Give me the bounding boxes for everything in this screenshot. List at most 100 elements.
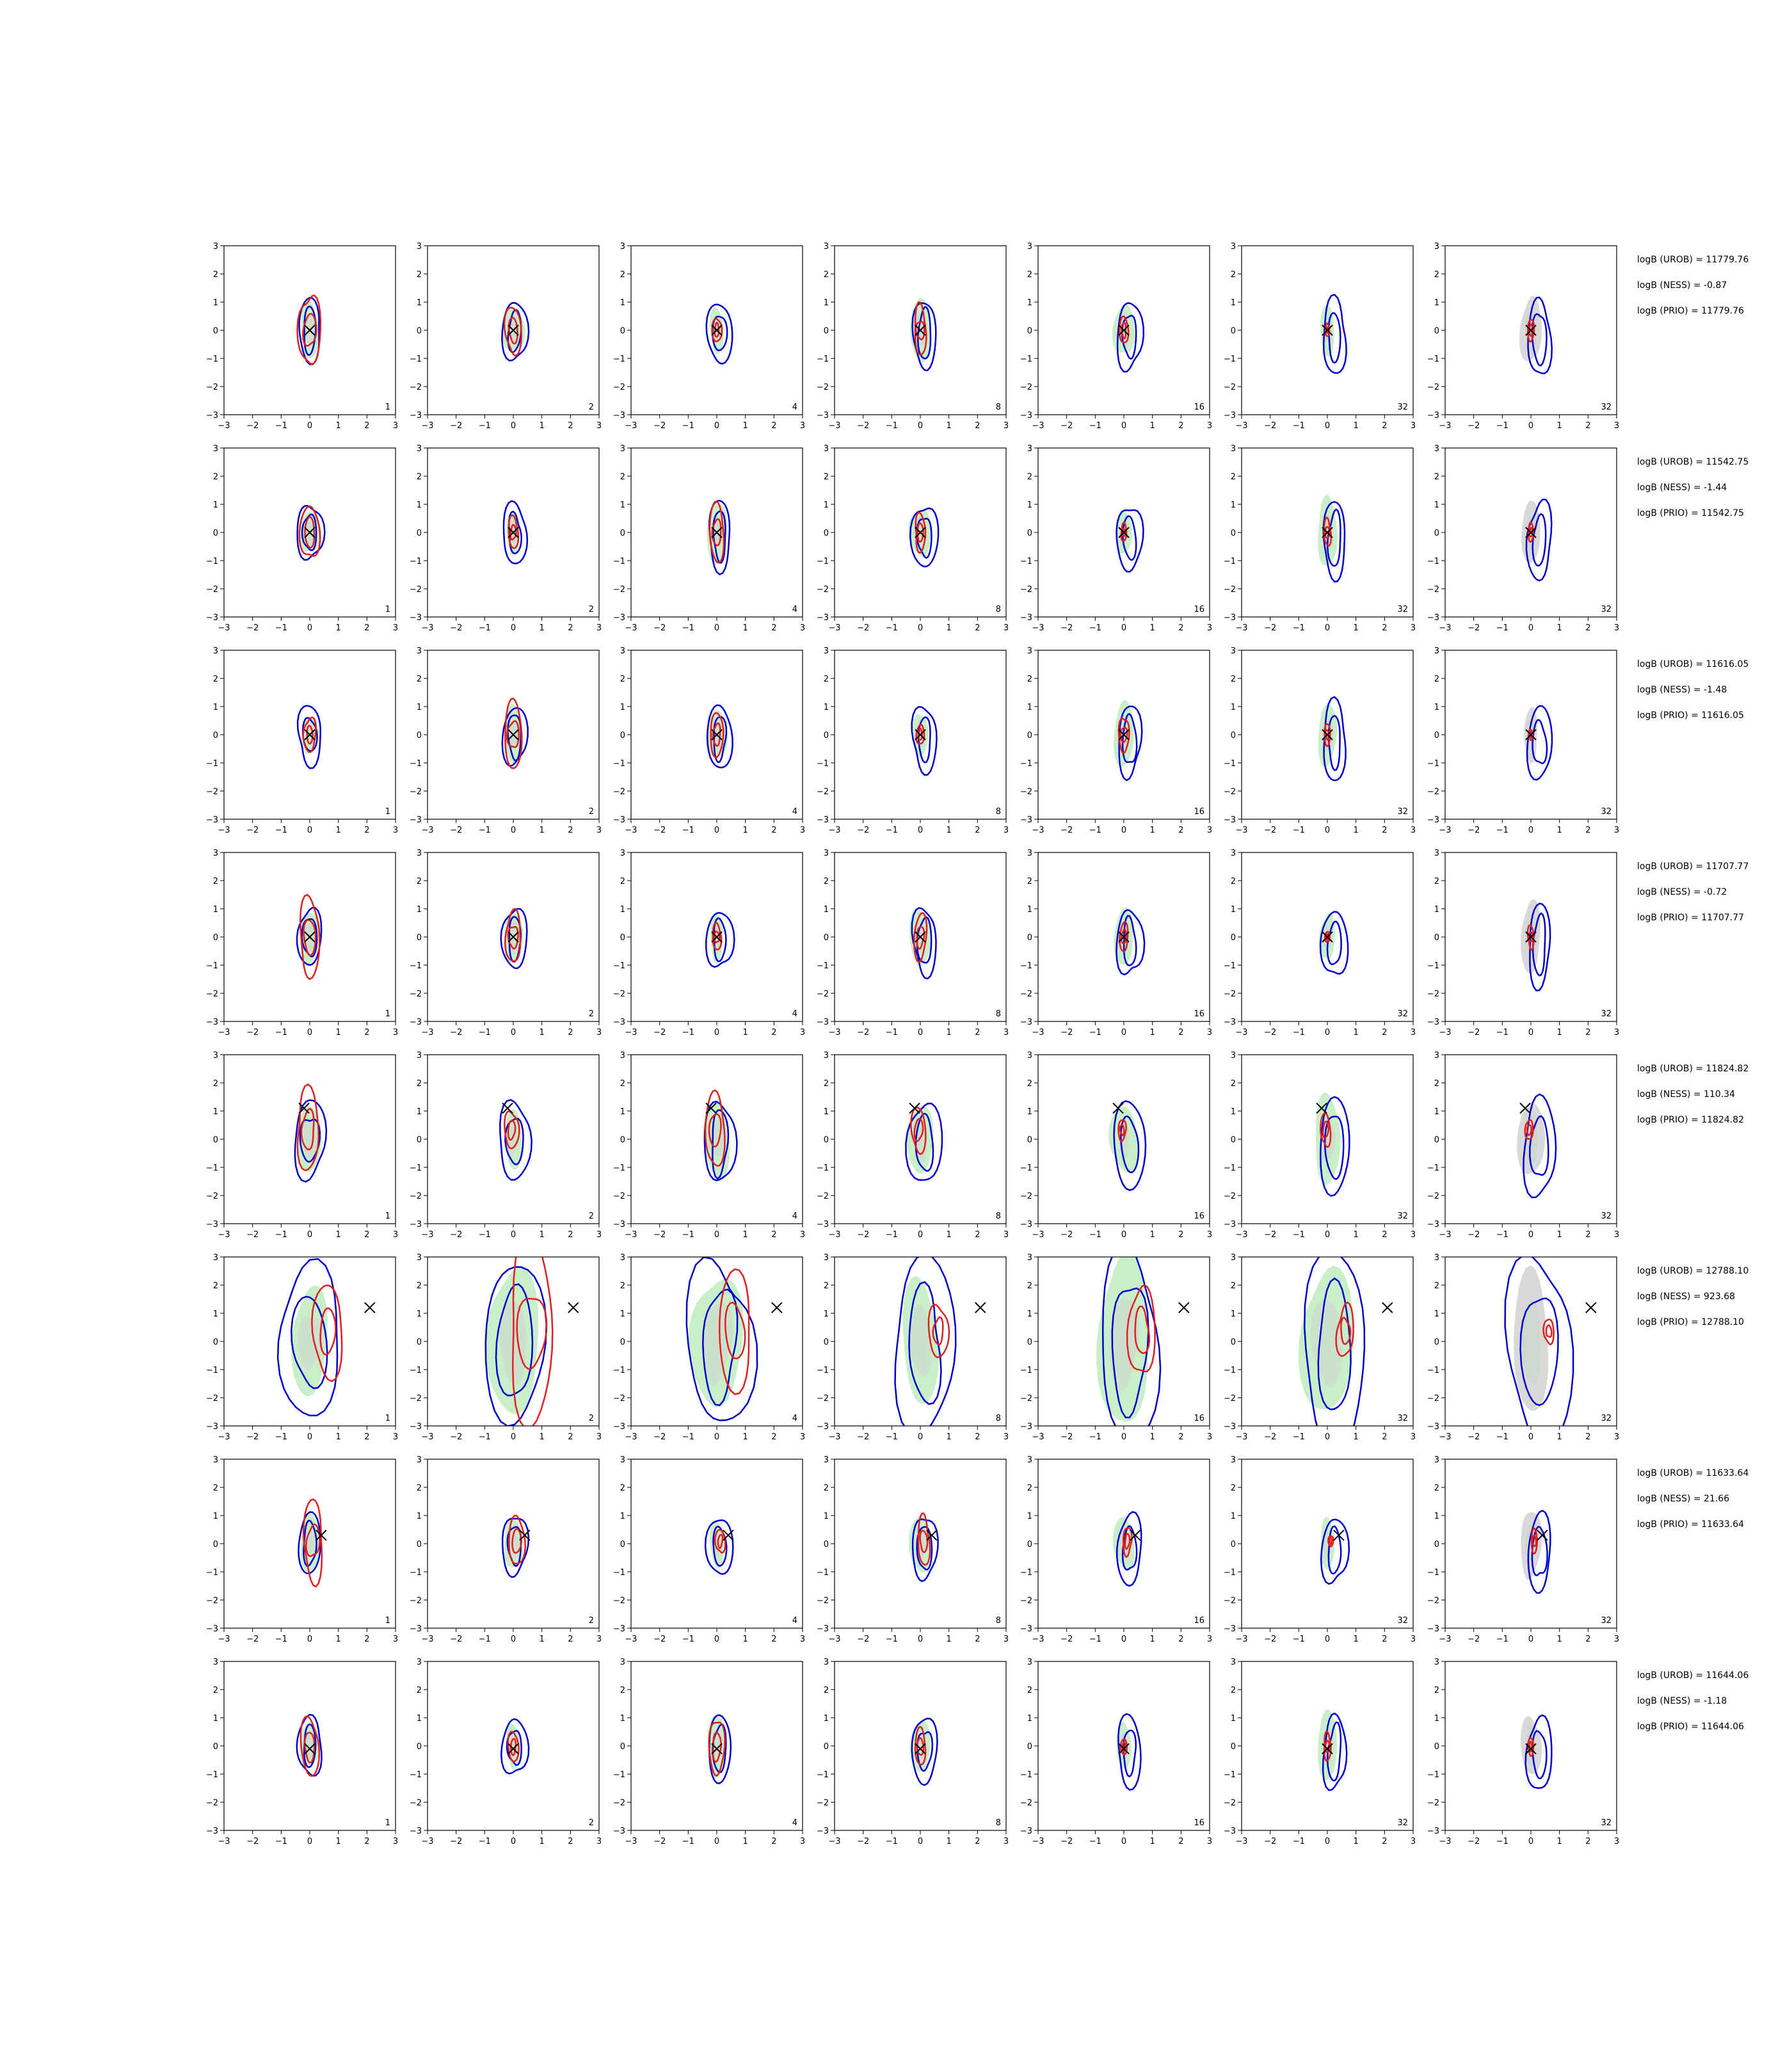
y-tick-label: −1 [206,557,218,566]
x-tick-label: 0 [1528,1230,1533,1240]
y-tick-label: 3 [1434,444,1439,454]
red-contour-1 [917,1512,931,1566]
x-tick-label: −1 [682,1230,694,1240]
column-label: 1 [385,1212,390,1221]
x-tick-label: −3 [1439,1837,1451,1846]
y-tick-label: 0 [1027,326,1032,336]
x-tick-label: −3 [1032,1837,1044,1846]
y-tick-label: 3 [1027,242,1032,252]
x-tick-label: −2 [1264,421,1276,431]
x-tick-label: −3 [1032,421,1044,431]
x-tick-label: −1 [479,1635,491,1644]
true-point-marker [711,1743,723,1755]
x-tick-label: 3 [1614,1837,1619,1846]
y-tick-label: −2 [817,989,829,999]
x-tick-label: −1 [275,1837,287,1846]
x-tick-label: −2 [1060,1230,1073,1240]
x-tick-label: 2 [975,1635,980,1644]
y-tick-label: −1 [1020,557,1032,566]
x-tick-label: 2 [771,1028,776,1037]
y-tick-label: 0 [824,1540,829,1549]
red-contour-1 [708,500,725,564]
y-tick-label: 3 [417,1658,422,1667]
stats-line-2: logB (NESS) = 110.34 [1637,1089,1735,1100]
y-tick-label: 2 [1231,1484,1236,1493]
y-tick-label: 0 [824,326,829,336]
true-point-marker [304,324,316,336]
y-tick-label: −2 [1427,1394,1439,1404]
x-tick-label: −3 [828,1432,840,1442]
x-tick-label: −2 [450,1837,462,1846]
blue-contour-1 [296,705,321,769]
y-tick-label: −2 [1224,1596,1236,1606]
red-contour-2 [1526,1124,1533,1136]
y-tick-label: −1 [613,1164,625,1173]
y-tick-label: −2 [410,1596,422,1606]
x-tick-label: 0 [714,1432,719,1442]
x-tick-label: 1 [947,1230,952,1240]
plot-area [296,504,326,561]
x-tick-label: −1 [275,826,287,835]
x-tick-label: 3 [596,623,602,633]
y-tick-label: −2 [1020,1394,1032,1404]
red-contour-2 [319,1307,337,1356]
column-label: 32 [1601,1212,1612,1221]
x-tick-label: 2 [975,623,980,633]
x-tick-label: 2 [1382,1837,1387,1846]
plot-area [1521,1714,1553,1789]
blue-contour-1 [1527,1509,1551,1594]
y-tick-label: −1 [410,355,422,364]
true-point-marker [915,1743,926,1755]
y-tick-label: −1 [817,1164,829,1173]
y-tick-label: −1 [410,557,422,566]
column-label: 4 [792,605,797,614]
y-tick-label: 1 [1231,1714,1236,1724]
x-tick-label: 3 [1207,1837,1212,1846]
panels-layer: −3−3−2−2−1−1001122331−3−3−2−2−1−10011223… [206,242,1619,1846]
y-tick-label: 2 [1434,1079,1439,1089]
plot-area [1112,1511,1142,1587]
y-tick-label: 0 [824,1742,829,1752]
y-tick-label: −1 [817,1770,829,1780]
x-tick-label: 0 [1325,1837,1330,1846]
true-point-marker [1112,1102,1124,1114]
y-tick-label: −1 [613,1770,625,1780]
y-tick-label: 1 [1434,1107,1439,1117]
x-tick-label: 2 [1585,1635,1590,1644]
column-label: 2 [589,605,594,614]
x-tick-label: 2 [1585,826,1590,835]
x-tick-label: 2 [975,1028,980,1037]
red-contour-2 [509,524,517,541]
stats-line-1: logB (UROB) = 11633.64 [1637,1468,1748,1478]
plot-area [1298,1257,1366,1426]
y-tick-label: −3 [613,613,625,623]
y-tick-label: 0 [417,933,422,943]
plot-area [499,1099,532,1181]
blue-contour-1 [1525,499,1553,582]
x-tick-label: 0 [511,1230,516,1240]
red-contour-2 [300,1107,315,1151]
y-tick-label: 2 [1434,270,1439,280]
x-tick-label: 3 [1411,421,1416,431]
blue-contour-1 [499,1099,532,1181]
x-tick-label: −2 [653,1635,666,1644]
x-tick-label: 2 [1585,623,1590,633]
y-tick-label: −1 [206,355,218,364]
column-label: 4 [792,807,797,817]
y-tick-label: 3 [417,444,422,454]
true-point-marker [1178,1302,1190,1313]
x-tick-label: −1 [275,1635,287,1644]
x-tick-label: 0 [918,1230,923,1240]
red-contour-1 [1327,1535,1334,1548]
y-tick-label: 2 [213,1281,218,1291]
red-contour-2 [1325,932,1329,941]
red-contour-2 [1324,729,1331,741]
y-tick-label: −1 [1224,557,1236,566]
x-tick-label: 2 [364,826,369,835]
x-tick-label: 3 [1004,1230,1009,1240]
y-tick-label: 3 [417,849,422,858]
